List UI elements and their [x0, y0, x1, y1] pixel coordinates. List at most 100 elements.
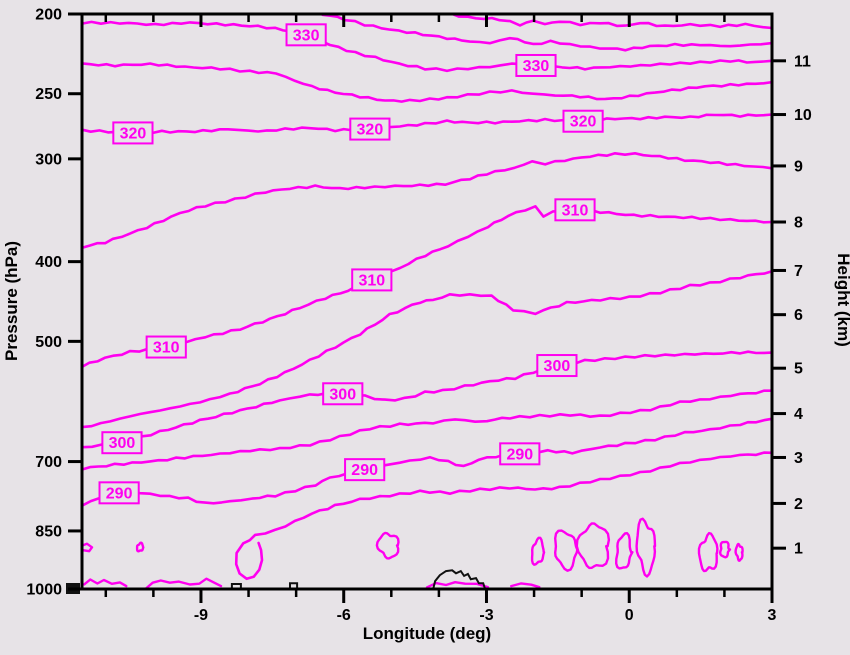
pressure-tick-label: 500: [35, 334, 62, 351]
contour-label-320: 320: [349, 117, 391, 141]
contour-label-300: 300: [322, 382, 364, 406]
contour-label-text: 310: [153, 340, 180, 357]
contour-label-310: 310: [351, 268, 393, 292]
closed-contour-285: [697, 531, 719, 573]
contour-label-box: [562, 109, 604, 133]
contour-label-box: [554, 198, 596, 222]
y-axis-title-right: Height (km): [834, 253, 850, 347]
contour-lines-layer: [81, 13, 773, 590]
near-surface-contour-segment: [425, 581, 490, 589]
contour-label-box: [344, 458, 386, 482]
closed-contour-285: [135, 541, 145, 553]
height-tick-label: 5: [794, 361, 803, 378]
pressure-tick-label: 250: [35, 86, 62, 103]
contour-label-box: [322, 382, 364, 406]
isoline-325: [81, 62, 773, 103]
pressure-tick-label: 200: [35, 7, 62, 24]
isoline-330: [81, 20, 773, 73]
y-axis-title-left: Pressure (hPa): [2, 241, 21, 361]
isoline-285: [234, 451, 773, 581]
contour-label-text: 300: [329, 386, 356, 403]
contour-label-box: [101, 431, 143, 455]
terrain-ridge-outline: [432, 569, 487, 590]
plot-frame: [80, 12, 774, 591]
terrain-notch: [289, 582, 299, 589]
isoline-295: [81, 389, 773, 471]
contour-label-320: 320: [112, 121, 154, 145]
isoline-300: [81, 350, 773, 449]
isoline-335: [321, 13, 773, 52]
pressure-tick-label: 300: [35, 151, 62, 168]
contour-label-box: [145, 335, 187, 359]
contour-label-300: 300: [101, 431, 143, 455]
height-tick-label: 1: [794, 541, 803, 558]
contour-label-290: 290: [98, 481, 140, 505]
height-tick-label: 11: [794, 53, 811, 70]
contour-label-320: 320: [562, 109, 604, 133]
contour-label-box: [515, 53, 557, 77]
contour-label-text: 300: [109, 435, 136, 452]
longitude-tick-label: -9: [194, 607, 208, 624]
contour-label-text: 300: [544, 358, 571, 375]
closed-contour-285: [734, 542, 744, 562]
near-surface-contour-segment: [144, 577, 223, 590]
pressure-tick-label: 700: [35, 454, 62, 471]
contour-label-330: 330: [285, 23, 327, 47]
contour-label-box: [349, 117, 391, 141]
contour-label-box: [112, 121, 154, 145]
pressure-tick-label: 400: [35, 254, 62, 271]
isoline-290: [81, 417, 773, 507]
closed-contour-285: [530, 536, 546, 566]
isoline-315: [81, 152, 773, 249]
contour-labels-layer: 330 330 320 320 320 310 310 310 300 300 300 290 290 2…: [98, 23, 604, 505]
contour-label-text: 320: [120, 125, 147, 142]
contour-label-box: [536, 354, 578, 378]
closed-contour-285: [635, 517, 657, 578]
axes-layer: 200 250 300 400 500 700 850 1000 1 2 3 4 5 6 7 8 9 10 11 -9…: [26, 7, 811, 625]
contour-label-text: 320: [570, 114, 597, 131]
height-tick-label: 6: [794, 307, 803, 324]
contour-label-text: 290: [351, 462, 378, 479]
pressure-tick-label: 1000: [26, 582, 62, 599]
height-tick-label: 10: [794, 107, 812, 124]
contour-label-box: [98, 481, 140, 505]
near-surface-contour-segment: [83, 578, 128, 588]
closed-contour-285: [615, 532, 634, 570]
isoline-320: [81, 113, 773, 135]
contour-label-text: 330: [523, 58, 550, 75]
near-surface-contour-segment: [510, 582, 541, 589]
height-tick-label: 7: [794, 263, 803, 280]
terrain-notch: [230, 583, 242, 589]
contour-label-text: 310: [562, 202, 589, 219]
height-tick-label: 9: [794, 158, 803, 175]
contour-label-300: 300: [536, 354, 578, 378]
contour-label-text: 290: [106, 485, 133, 502]
contour-label-box: [285, 23, 327, 47]
height-tick-label: 4: [794, 406, 803, 423]
isoline-305: [81, 270, 773, 429]
closed-contour-285: [375, 531, 400, 560]
contour-label-330: 330: [515, 53, 557, 77]
height-tick-label: 3: [794, 450, 803, 467]
contour-label-text: 310: [358, 272, 385, 289]
contour-label-text: 320: [357, 122, 384, 139]
contour-label-290: 290: [499, 442, 541, 466]
contour-label-box: [499, 442, 541, 466]
contour-label-290: 290: [344, 458, 386, 482]
height-tick-label: 2: [794, 496, 803, 513]
contour-label-text: 330: [293, 27, 320, 44]
longitude-tick-label: -6: [337, 607, 351, 624]
height-tick-label: 8: [794, 215, 803, 232]
pressure-tick-label: 850: [35, 523, 62, 540]
near-surface-contour-segment: [81, 542, 94, 553]
longitude-tick-label: 0: [625, 607, 634, 624]
isoline-340: [448, 13, 773, 30]
longitude-tick-label: 3: [768, 607, 777, 624]
isoline-310: [81, 205, 773, 368]
contour-label-text: 290: [506, 446, 533, 463]
contour-label-310: 310: [554, 198, 596, 222]
closed-contour-285: [575, 522, 611, 570]
contour-label-box: [351, 268, 393, 292]
closed-contour-285: [554, 529, 579, 572]
